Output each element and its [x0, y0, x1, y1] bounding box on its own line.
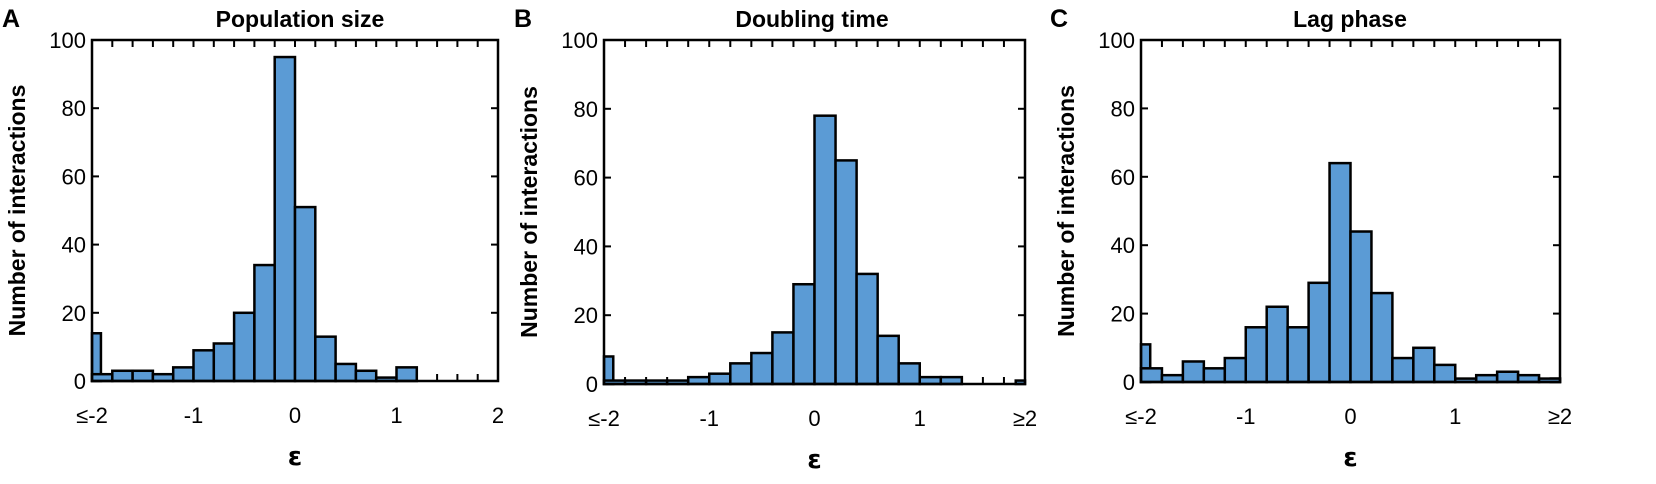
panel-b-y-tick-label: 100 [561, 28, 598, 53]
panel-a-title: Population size [216, 6, 385, 32]
panel-b-letter: B [514, 5, 532, 33]
panel-a-bar-10 [293, 205, 317, 383]
panel-b-title: Doubling time [735, 6, 888, 32]
panel-b-bar-13 [876, 334, 900, 386]
panel-c-x-axis-label: ε [1343, 443, 1357, 473]
panel-a-bar-11 [314, 335, 337, 383]
panel-c-y-tick-label: 100 [1098, 28, 1135, 53]
panel-a-x-tick-label: -1 [184, 403, 204, 428]
panel-c-bar-14 [1433, 363, 1457, 384]
panel-a-y-tick-label: 100 [49, 28, 86, 53]
panel-b-bar-12 [855, 272, 879, 386]
panel-a-bar-8 [253, 263, 276, 383]
panel-b-bar-10 [813, 114, 837, 386]
panel-a-bar-5 [192, 349, 216, 383]
panel-c-bar-10 [1349, 230, 1373, 384]
panel-c-x-tick-label: -1 [1236, 404, 1256, 429]
panel-b-x-tick-label: ≥2 [1013, 406, 1037, 431]
panel-a-x-axis-label: ε [288, 442, 302, 472]
panel-a-y-tick-label: 20 [62, 301, 86, 326]
panel-a-bar-6 [212, 342, 236, 383]
panel-a-x-tick-label: 0 [289, 403, 301, 428]
panel-a-bar-13 [354, 369, 378, 383]
panel-a-bar-1 [111, 369, 134, 383]
panel-c-bar-12 [1391, 356, 1415, 384]
panel-b-y-tick-label: 60 [574, 166, 598, 191]
panel-c-bar-9 [1328, 161, 1352, 384]
panel-c-x-tick-label: 1 [1449, 404, 1461, 429]
panel-a-y-axis-label: Number of interactions [4, 85, 30, 337]
panel-c-bar-3 [1202, 367, 1227, 384]
panel-c-title: Lag phase [1293, 6, 1407, 32]
panel-a-y-tick-label: 60 [62, 164, 86, 189]
panel-c-y-axis-label: Number of interactions [1053, 85, 1079, 337]
panel-c-bar-6 [1265, 305, 1289, 384]
panel-c-y-tick-label: 0 [1123, 370, 1135, 395]
panel-c-bar-13 [1412, 346, 1436, 384]
panel-b-x-tick-label: 1 [914, 406, 926, 431]
panel-c-bar-8 [1307, 281, 1331, 384]
panel-c-y-tick-label: 60 [1111, 165, 1135, 190]
panel-a-bar-12 [334, 362, 358, 383]
panel-a-y-tick-label: 0 [74, 369, 86, 394]
panel-a-bar-4 [171, 366, 195, 383]
panel-c-x-tick-label: ≤-2 [1125, 404, 1157, 429]
panel-a-y-tick-label: 80 [62, 96, 86, 121]
panel-a-x-tick-label: 2 [492, 403, 504, 428]
panel-c-bar-7 [1286, 326, 1310, 384]
panel-b-y-tick-label: 40 [574, 234, 598, 259]
panel-b-x-tick-label: ≤-2 [588, 406, 620, 431]
panel-a-x-tick-label: 1 [390, 403, 402, 428]
panel-a-x-tick-label: ≤-2 [76, 403, 108, 428]
panel-b-bar-7 [750, 351, 774, 386]
panel-b-bar-5 [708, 372, 732, 386]
panel-b-y-tick-label: 0 [586, 372, 598, 397]
panel-a-bar-9 [273, 55, 297, 383]
panel-c-bar-2 [1181, 360, 1206, 384]
panel-b-x-axis-label: ε [807, 445, 821, 475]
panel-c-x-tick-label: ≥2 [1548, 404, 1572, 429]
panel-b-y-tick-label: 20 [574, 303, 598, 328]
panel-a-bar-2 [131, 369, 155, 383]
panel-b-y-tick-label: 80 [574, 97, 598, 122]
panel-b-x-tick-label: 0 [808, 406, 820, 431]
panel-b-bar-9 [792, 282, 816, 386]
panel-c-y-tick-label: 20 [1111, 302, 1135, 327]
panel-b-y-axis-label: Number of interactions [516, 86, 542, 338]
panel-b-x-tick-label: -1 [699, 406, 719, 431]
panel-a-letter: A [2, 5, 20, 33]
panel-b-bar-14 [897, 362, 922, 386]
panel-b-bar-8 [771, 331, 795, 386]
panel-b-bar-11 [834, 159, 858, 386]
panel-c-bar-17 [1495, 370, 1520, 384]
panel-c-bar-11 [1370, 291, 1394, 384]
panel-c-y-tick-label: 80 [1111, 96, 1135, 121]
panel-c-x-tick-label: 0 [1344, 404, 1356, 429]
panel-a-bar-15 [395, 366, 419, 383]
panel-c-bar-0 [1139, 367, 1164, 384]
panel-b-bar-6 [729, 362, 753, 386]
panel-c-letter: C [1050, 5, 1068, 33]
panel-a-y-tick-label: 40 [62, 233, 86, 258]
panel-c-bar-5 [1244, 326, 1268, 384]
panel-c-y-tick-label: 40 [1111, 233, 1135, 258]
panel-c-bar-4 [1223, 356, 1248, 384]
panel-a-bar-7 [232, 311, 256, 383]
